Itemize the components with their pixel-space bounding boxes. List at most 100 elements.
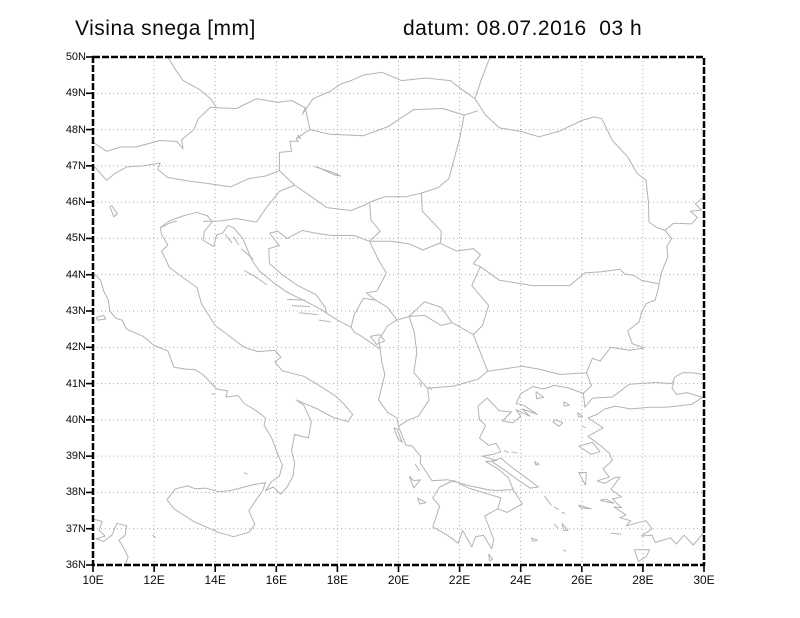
x-axis-label: 18E [326, 573, 349, 587]
coastline [286, 298, 306, 301]
coastline [369, 202, 381, 242]
coastline [418, 381, 422, 387]
coastline [233, 236, 240, 246]
x-axis-label: 30E [693, 573, 715, 587]
y-axis-label: 40N [65, 413, 86, 426]
coastline [243, 472, 248, 475]
y-axis-label: 44N [65, 268, 86, 281]
coastline [578, 441, 601, 455]
coastline [472, 334, 489, 372]
coastline [471, 266, 490, 335]
x-axis-label: 16E [265, 573, 287, 587]
coastline [562, 549, 567, 552]
coastline [408, 316, 428, 389]
x-axis-label: 26E [571, 573, 593, 587]
coastline [533, 461, 540, 466]
coastline [309, 108, 479, 137]
y-axis-label: 46N [65, 196, 86, 209]
coastline [578, 472, 587, 486]
x-axis-label: 22E [448, 573, 471, 587]
coastline [428, 386, 432, 391]
y-axis-label: 42N [65, 341, 86, 354]
coastline [474, 57, 491, 99]
coastline [202, 184, 295, 223]
coastline [299, 312, 318, 316]
x-axis-label: 10E [82, 573, 104, 587]
coastline [398, 388, 430, 427]
x-axis-label: 28E [632, 573, 654, 587]
coastline [93, 162, 295, 188]
coastline [553, 524, 559, 529]
coastline [578, 504, 592, 510]
coastline [554, 506, 560, 511]
y-axis-label: 39N [65, 450, 86, 463]
coastline [93, 518, 129, 565]
coastline [167, 57, 666, 231]
coastline [599, 498, 615, 504]
coastline [369, 115, 465, 203]
coastline [350, 241, 387, 328]
page-title: Visina snega [mm] [75, 17, 256, 40]
coastline [503, 450, 509, 453]
coastline [240, 248, 254, 260]
coastline [294, 184, 370, 211]
coastline [268, 232, 328, 315]
coastline [297, 134, 302, 140]
coastline [369, 240, 481, 268]
x-axis-label: 12E [143, 573, 165, 587]
coastline [319, 319, 331, 323]
map-frame [91, 55, 706, 567]
coastline [93, 106, 217, 152]
coastline [582, 372, 593, 394]
y-axis-label: 41N [65, 377, 86, 390]
coastline [488, 553, 494, 562]
coastline [95, 314, 107, 321]
y-axis-label: 45N [65, 232, 86, 245]
coastline [314, 166, 341, 177]
coastline [166, 482, 267, 538]
coastline [269, 229, 370, 242]
coastline [576, 412, 583, 418]
y-axis-label: 48N [65, 123, 86, 136]
coastline [224, 233, 233, 244]
coastline [152, 534, 156, 539]
coastline [278, 107, 311, 171]
coastline [610, 532, 622, 535]
coastline [582, 425, 586, 429]
coastline [291, 305, 310, 308]
coastline [211, 393, 215, 395]
y-axis-label: 49N [65, 87, 86, 100]
coastline [563, 401, 571, 407]
coastline [420, 193, 442, 244]
coastline [487, 346, 645, 375]
coastline [587, 417, 704, 546]
coastline [530, 537, 538, 542]
coastline [552, 419, 564, 427]
coastline [535, 391, 545, 400]
coastline [544, 495, 552, 506]
y-axis-label: 47N [65, 159, 86, 172]
y-axis-label: 36N [65, 559, 86, 571]
y-axis-label: 50N [65, 51, 86, 63]
coastline [416, 497, 427, 505]
coastline [587, 381, 703, 419]
coastline [414, 463, 420, 471]
date-label: datum: 08.07.2016 03 h [403, 17, 643, 40]
x-axis-label: 14E [204, 573, 226, 587]
coastline [408, 301, 453, 323]
y-axis-label: 38N [65, 486, 86, 499]
coastline [161, 220, 178, 228]
coastline [561, 511, 566, 514]
x-axis-label: 20E [387, 573, 410, 587]
coastline [109, 205, 118, 218]
coastline [375, 299, 398, 321]
coastline [378, 315, 410, 350]
coastline [627, 196, 704, 349]
coastline [254, 276, 268, 286]
coastline [633, 549, 651, 562]
y-axis-label: 37N [65, 522, 86, 535]
y-axis-label: 43N [65, 305, 86, 317]
x-axis-label: 24E [510, 573, 532, 587]
coastline [393, 427, 403, 443]
